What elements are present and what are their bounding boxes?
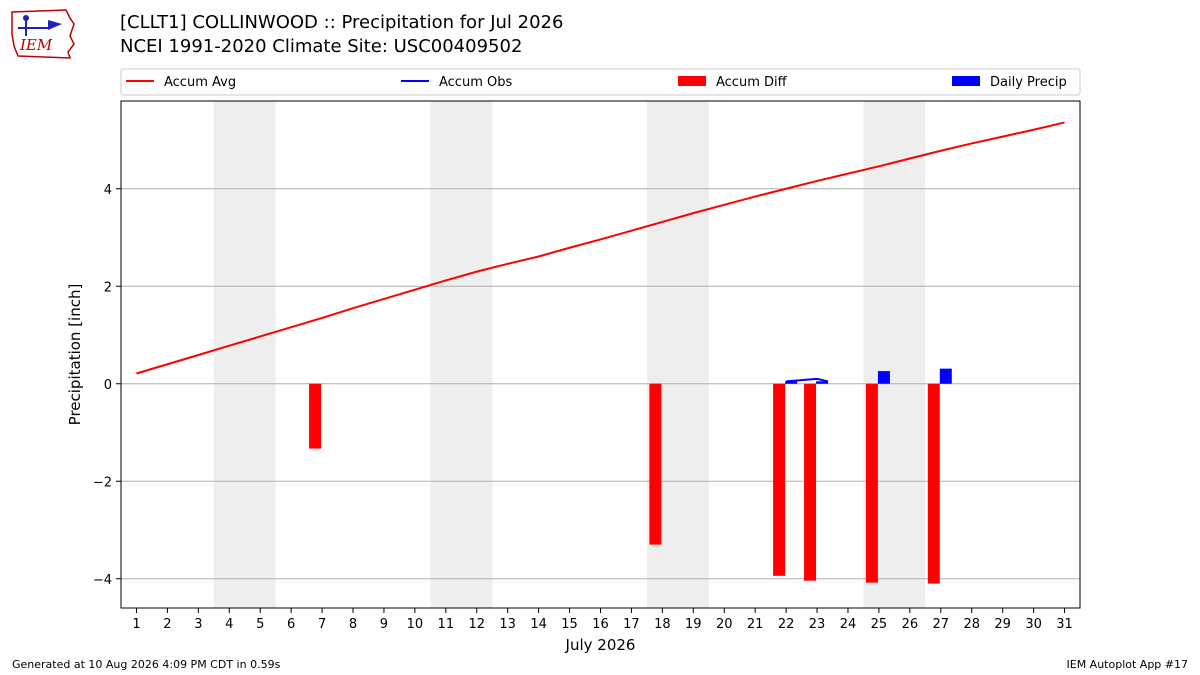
iem-logo: IEM [11,9,75,59]
daily-precip-bar [785,381,798,384]
daily-precip-bar [816,381,829,384]
x-tick-label: 23 [809,617,826,632]
x-tick-label: 25 [871,617,888,632]
weekend-shade [213,101,276,608]
chart-subtitle: NCEI 1991-2020 Climate Site: USC00409502 [120,36,523,57]
x-tick-label: 4 [225,617,233,632]
iowa-state-outline [11,9,75,59]
x-tick-label: 1 [132,617,140,632]
x-tick-label: 2 [163,617,171,632]
legend-label: Accum Diff [716,75,788,90]
legend-box [120,68,1081,96]
legend-swatch-bar [952,76,980,86]
x-tick-label: 13 [499,617,516,632]
legend: Accum Avg Accum Obs Accum Diff Daily Precip [120,68,1081,96]
x-tick-label: 3 [194,617,202,632]
logo-text: IEM [19,36,53,54]
accum-diff-bar [927,383,940,584]
accum-avg-line [136,121,1065,375]
accum-diff-bar [804,383,817,581]
app-label: IEM Autoplot App #17 [1066,658,1189,671]
axes: 1 2 3 4 5 6 7 8 9 10 11 12 13 14 15 16 17 18 19 20 21 22 23 24 2… [66,100,1081,654]
accum-obs-line [786,377,829,383]
x-tick-label: 5 [256,617,264,632]
x-tick-label: 9 [380,617,388,632]
daily-precip-bar [877,371,890,384]
accum-diff-bar [773,383,786,576]
x-tick-label: 31 [1056,617,1073,632]
x-axis-label: July 2026 [565,636,636,654]
x-tick-label: 14 [530,617,547,632]
legend-label: Daily Precip [990,75,1067,90]
x-tick-label: 27 [933,617,950,632]
x-tick-label: 16 [592,617,609,632]
x-tick-label: 22 [778,617,795,632]
x-tick-label: 21 [747,617,764,632]
y-tick-label: −2 [93,475,112,490]
x-tick-label: 7 [318,617,326,632]
x-tick-label: 20 [716,617,733,632]
x-tick-label: 12 [468,617,485,632]
legend-swatch-bar [678,76,706,86]
x-tick-label: 8 [349,617,357,632]
generated-timestamp: Generated at 10 Aug 2026 4:09 PM CDT in … [12,658,281,671]
weekend-shade [430,101,493,608]
x-tick-label: 18 [654,617,671,632]
y-tick-label: −4 [93,573,112,588]
y-axis-label: Precipitation [inch] [66,284,84,426]
daily-precip-bar [939,368,952,384]
x-tick-label: 19 [685,617,702,632]
x-tick-label: 29 [994,617,1011,632]
x-tick-label: 24 [840,617,857,632]
x-tick-label: 6 [287,617,295,632]
x-tick-label: 11 [438,617,455,632]
x-tick-label: 15 [561,617,578,632]
x-tick-label: 17 [623,617,640,632]
x-tick-label: 26 [902,617,919,632]
accum-diff-bar [649,383,662,545]
y-tick-label: 4 [104,183,112,198]
plot-area [121,101,1080,608]
x-tick-label: 28 [963,617,980,632]
accum-diff-bar [309,383,322,449]
y-tick-label: 0 [104,378,112,393]
chart-title: [CLLT1] COLLINWOOD :: Precipitation for … [120,12,564,33]
legend-label: Accum Avg [164,75,236,90]
x-tick-label: 10 [407,617,424,632]
y-tick-label: 2 [104,280,112,295]
x-tick-label: 30 [1025,617,1042,632]
accum-diff-bar [865,383,878,583]
legend-label: Accum Obs [439,75,512,90]
